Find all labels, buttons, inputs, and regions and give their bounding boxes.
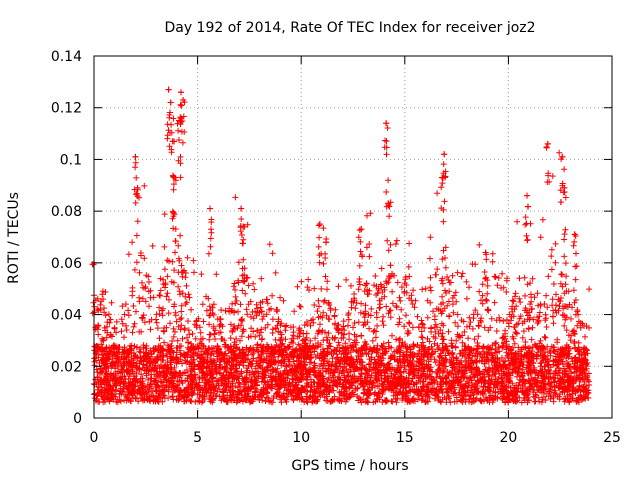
- roti-peak-point: [316, 221, 323, 228]
- roti-peak-point: [358, 226, 365, 233]
- roti-peak-point: [439, 174, 446, 181]
- y-tick-label: 0.14: [51, 49, 82, 65]
- y-tick-label: 0.12: [51, 101, 82, 117]
- roti-peak-point: [169, 138, 176, 145]
- roti-peak-point: [561, 184, 568, 191]
- roti-peak-point: [482, 249, 489, 256]
- roti-peak-point: [524, 192, 531, 199]
- roti-peak-point: [178, 89, 185, 96]
- chart-title: Day 192 of 2014, Rate Of TEC Index for r…: [164, 20, 535, 36]
- grid-lines: [94, 56, 612, 418]
- axis-ticks: 0 0.02 0.04 0.06 0.08 0.1 0.12 0.14 0 5 10 15 20 25: [51, 49, 621, 446]
- roti-peak-point: [207, 205, 214, 212]
- roti-peak-point: [238, 205, 245, 212]
- x-tick-label: 5: [193, 430, 202, 446]
- y-tick-label: 0: [73, 411, 82, 427]
- plot-frame: [93, 55, 613, 419]
- roti-peak-point: [385, 200, 392, 207]
- roti-peak-point: [441, 151, 448, 158]
- x-tick-label: 20: [499, 430, 517, 446]
- roti-peak-point: [544, 140, 551, 147]
- roti-peak-point: [132, 153, 139, 160]
- roti-peak-point: [167, 99, 174, 106]
- x-axis-label: GPS time / hours: [291, 458, 408, 474]
- roti-peak-point: [175, 117, 182, 124]
- x-tick-label: 25: [603, 430, 621, 446]
- roti-peak-point: [571, 231, 578, 238]
- y-axis-label: ROTI / TECUs: [6, 192, 22, 284]
- y-tick-label: 0.08: [51, 204, 82, 220]
- roti-peak-point: [559, 153, 566, 160]
- roti-peak-point: [180, 96, 187, 103]
- y-tick-label: 0.06: [51, 256, 82, 272]
- roti-peak-point: [134, 184, 141, 191]
- data-points: [89, 86, 593, 406]
- x-tick-label: 15: [396, 430, 414, 446]
- roti-peak-point: [165, 86, 172, 93]
- roti-markers: [89, 86, 593, 406]
- y-tick-label: 0.02: [51, 359, 82, 375]
- y-tick-label: 0.04: [51, 308, 82, 324]
- x-tick-label: 0: [90, 430, 99, 446]
- y-tick-label: 0.1: [60, 152, 82, 168]
- x-tick-label: 10: [292, 430, 310, 446]
- roti-peak-point: [171, 174, 178, 181]
- roti-peak-point: [240, 223, 247, 230]
- roti-peak-point: [383, 120, 390, 127]
- roti-peak-point: [323, 239, 330, 246]
